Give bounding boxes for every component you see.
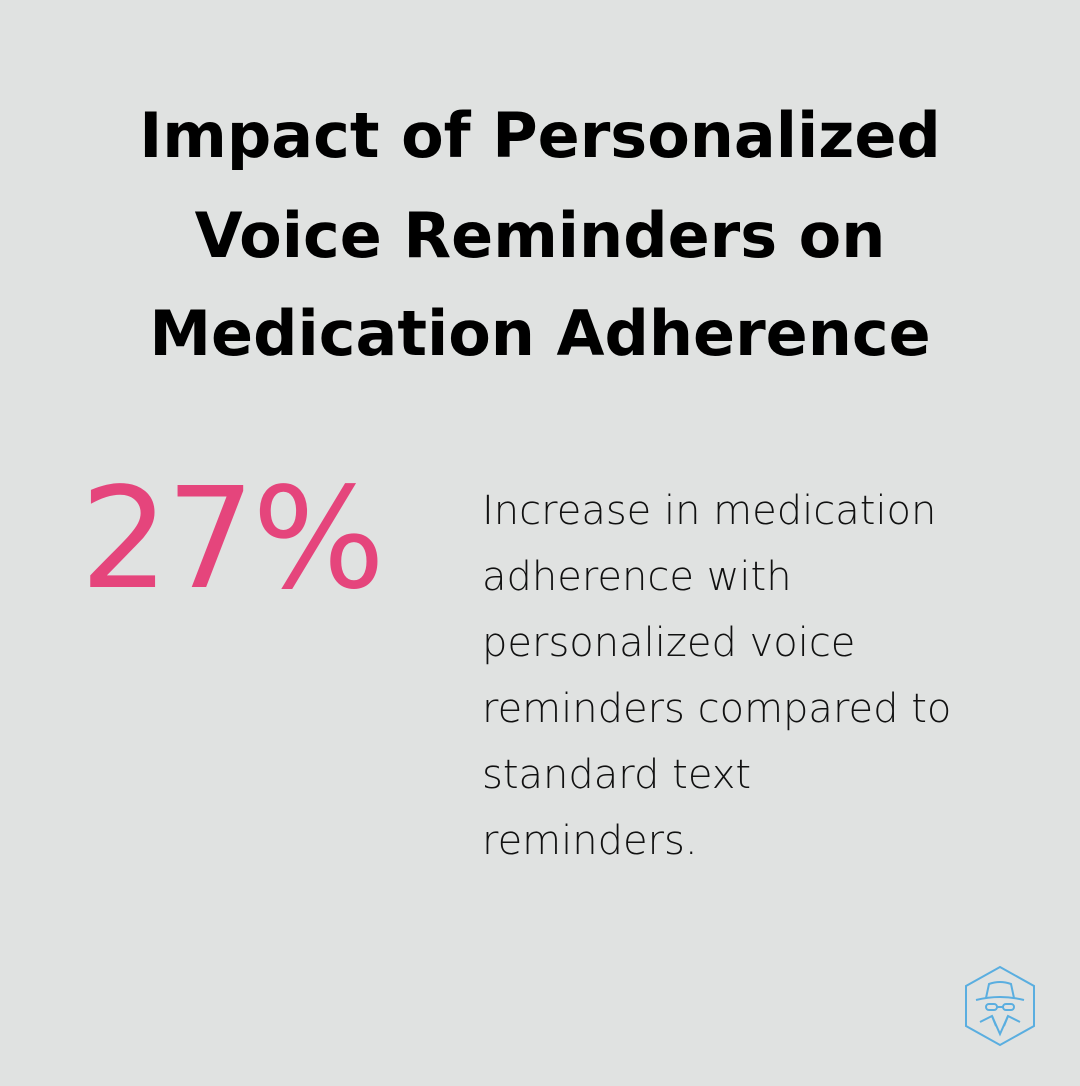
stat-description-line: adherence with bbox=[482, 554, 792, 600]
page-title-line-2: Voice Reminders on bbox=[194, 199, 886, 272]
spy-hexagon-icon bbox=[965, 965, 1035, 1047]
stat-description-line: reminders. bbox=[482, 818, 698, 864]
stat-value: 27% bbox=[80, 458, 385, 621]
page-title-line-1: Impact of Personalized bbox=[139, 99, 941, 172]
stat-description-line: personalized voice bbox=[482, 620, 856, 666]
page-title-line-3: Medication Adherence bbox=[149, 297, 931, 370]
stat-description-line: reminders compared to bbox=[482, 686, 952, 732]
stat-description-line: Increase in medication bbox=[482, 488, 937, 534]
stat-description-line: standard text bbox=[482, 752, 752, 798]
stat-description: Increase in medication adherence with pe… bbox=[482, 478, 1042, 874]
